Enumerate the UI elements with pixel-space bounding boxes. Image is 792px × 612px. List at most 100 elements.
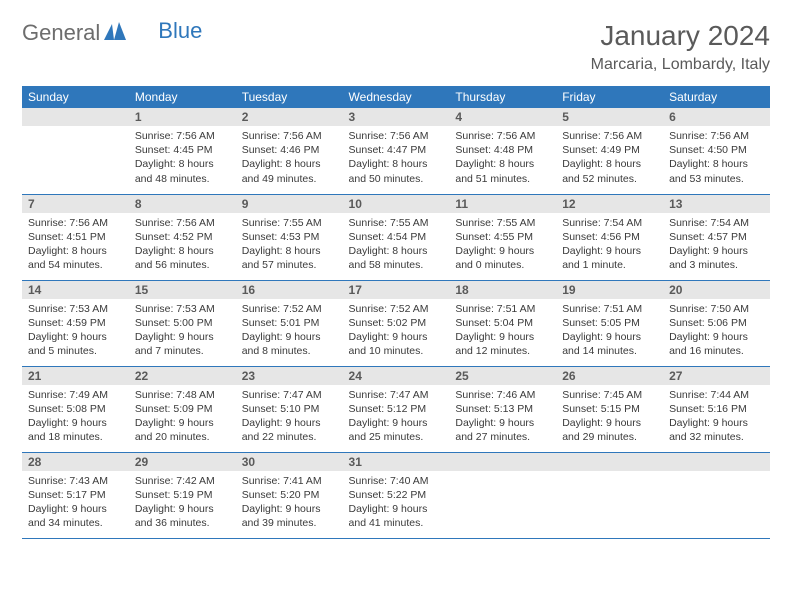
daylight-text: Daylight: 9 hours and 34 minutes. [28,502,123,530]
day-number: 10 [343,195,450,213]
daylight-text: Daylight: 8 hours and 54 minutes. [28,244,123,272]
sunrise-text: Sunrise: 7:43 AM [28,474,123,488]
sunset-text: Sunset: 5:17 PM [28,488,123,502]
daylight-text: Daylight: 9 hours and 1 minute. [562,244,657,272]
sunrise-text: Sunrise: 7:55 AM [242,216,337,230]
calendar-day-cell: 2Sunrise: 7:56 AMSunset: 4:46 PMDaylight… [236,108,343,194]
sunset-text: Sunset: 5:01 PM [242,316,337,330]
calendar-day-cell: 27Sunrise: 7:44 AMSunset: 5:16 PMDayligh… [663,366,770,452]
logo-triangle-icon [104,22,126,45]
sunrise-text: Sunrise: 7:46 AM [455,388,550,402]
sunset-text: Sunset: 4:51 PM [28,230,123,244]
sunset-text: Sunset: 5:02 PM [349,316,444,330]
day-number: 13 [663,195,770,213]
day-number: 1 [129,108,236,126]
sunset-text: Sunset: 5:16 PM [669,402,764,416]
sunrise-text: Sunrise: 7:48 AM [135,388,230,402]
sunrise-text: Sunrise: 7:53 AM [135,302,230,316]
calendar-day-cell: 11Sunrise: 7:55 AMSunset: 4:55 PMDayligh… [449,194,556,280]
calendar-week-row: 7Sunrise: 7:56 AMSunset: 4:51 PMDaylight… [22,194,770,280]
calendar-day-cell: 28Sunrise: 7:43 AMSunset: 5:17 PMDayligh… [22,452,129,538]
day-details: Sunrise: 7:48 AMSunset: 5:09 PMDaylight:… [129,385,236,448]
calendar-day-cell: 18Sunrise: 7:51 AMSunset: 5:04 PMDayligh… [449,280,556,366]
daylight-text: Daylight: 9 hours and 29 minutes. [562,416,657,444]
day-details: Sunrise: 7:49 AMSunset: 5:08 PMDaylight:… [22,385,129,448]
daylight-text: Daylight: 8 hours and 50 minutes. [349,157,444,185]
day-details: Sunrise: 7:55 AMSunset: 4:55 PMDaylight:… [449,213,556,276]
sunset-text: Sunset: 4:53 PM [242,230,337,244]
day-number: 31 [343,453,450,471]
day-details: Sunrise: 7:43 AMSunset: 5:17 PMDaylight:… [22,471,129,534]
sunset-text: Sunset: 4:50 PM [669,143,764,157]
day-number: 2 [236,108,343,126]
logo: General Blue [22,20,202,46]
day-number: 22 [129,367,236,385]
sunset-text: Sunset: 4:45 PM [135,143,230,157]
sunset-text: Sunset: 4:57 PM [669,230,764,244]
sunrise-text: Sunrise: 7:49 AM [28,388,123,402]
day-details: Sunrise: 7:44 AMSunset: 5:16 PMDaylight:… [663,385,770,448]
day-details: Sunrise: 7:56 AMSunset: 4:52 PMDaylight:… [129,213,236,276]
day-details: Sunrise: 7:53 AMSunset: 5:00 PMDaylight:… [129,299,236,362]
calendar-day-cell: 6Sunrise: 7:56 AMSunset: 4:50 PMDaylight… [663,108,770,194]
sunset-text: Sunset: 4:47 PM [349,143,444,157]
sunset-text: Sunset: 4:52 PM [135,230,230,244]
daylight-text: Daylight: 8 hours and 52 minutes. [562,157,657,185]
sunrise-text: Sunrise: 7:52 AM [349,302,444,316]
page-header: General Blue January 2024 Marcaria, Lomb… [22,20,770,74]
daylight-text: Daylight: 8 hours and 56 minutes. [135,244,230,272]
sunset-text: Sunset: 5:22 PM [349,488,444,502]
header-monday: Monday [129,86,236,108]
day-number: 5 [556,108,663,126]
sunrise-text: Sunrise: 7:40 AM [349,474,444,488]
sunset-text: Sunset: 5:09 PM [135,402,230,416]
daylight-text: Daylight: 8 hours and 51 minutes. [455,157,550,185]
daylight-text: Daylight: 9 hours and 25 minutes. [349,416,444,444]
calendar-day-cell: 23Sunrise: 7:47 AMSunset: 5:10 PMDayligh… [236,366,343,452]
sunset-text: Sunset: 5:06 PM [669,316,764,330]
day-number: 26 [556,367,663,385]
calendar-week-row: 28Sunrise: 7:43 AMSunset: 5:17 PMDayligh… [22,452,770,538]
calendar-day-cell: 16Sunrise: 7:52 AMSunset: 5:01 PMDayligh… [236,280,343,366]
day-number: 11 [449,195,556,213]
sunset-text: Sunset: 5:08 PM [28,402,123,416]
day-details: Sunrise: 7:51 AMSunset: 5:05 PMDaylight:… [556,299,663,362]
sunset-text: Sunset: 5:13 PM [455,402,550,416]
sunrise-text: Sunrise: 7:41 AM [242,474,337,488]
sunrise-text: Sunrise: 7:51 AM [455,302,550,316]
header-saturday: Saturday [663,86,770,108]
logo-text-general: General [22,20,100,46]
day-details: Sunrise: 7:41 AMSunset: 5:20 PMDaylight:… [236,471,343,534]
daylight-text: Daylight: 9 hours and 16 minutes. [669,330,764,358]
sunset-text: Sunset: 4:54 PM [349,230,444,244]
day-number: 25 [449,367,556,385]
sunrise-text: Sunrise: 7:54 AM [562,216,657,230]
day-details: Sunrise: 7:56 AMSunset: 4:45 PMDaylight:… [129,126,236,189]
calendar-week-row: 1Sunrise: 7:56 AMSunset: 4:45 PMDaylight… [22,108,770,194]
daylight-text: Daylight: 9 hours and 8 minutes. [242,330,337,358]
daylight-text: Daylight: 9 hours and 18 minutes. [28,416,123,444]
sunset-text: Sunset: 4:55 PM [455,230,550,244]
day-number: 4 [449,108,556,126]
day-details: Sunrise: 7:40 AMSunset: 5:22 PMDaylight:… [343,471,450,534]
day-number: 30 [236,453,343,471]
calendar-day-cell: 12Sunrise: 7:54 AMSunset: 4:56 PMDayligh… [556,194,663,280]
sunrise-text: Sunrise: 7:53 AM [28,302,123,316]
daylight-text: Daylight: 9 hours and 14 minutes. [562,330,657,358]
day-details: Sunrise: 7:56 AMSunset: 4:49 PMDaylight:… [556,126,663,189]
calendar-day-cell: 20Sunrise: 7:50 AMSunset: 5:06 PMDayligh… [663,280,770,366]
calendar-day-cell: 14Sunrise: 7:53 AMSunset: 4:59 PMDayligh… [22,280,129,366]
calendar-day-cell: 3Sunrise: 7:56 AMSunset: 4:47 PMDaylight… [343,108,450,194]
daylight-text: Daylight: 9 hours and 12 minutes. [455,330,550,358]
day-number: 9 [236,195,343,213]
calendar-day-cell [22,108,129,194]
day-details: Sunrise: 7:47 AMSunset: 5:10 PMDaylight:… [236,385,343,448]
calendar-day-cell: 29Sunrise: 7:42 AMSunset: 5:19 PMDayligh… [129,452,236,538]
day-details: Sunrise: 7:56 AMSunset: 4:46 PMDaylight:… [236,126,343,189]
day-number: 17 [343,281,450,299]
calendar-day-cell: 24Sunrise: 7:47 AMSunset: 5:12 PMDayligh… [343,366,450,452]
day-number: 16 [236,281,343,299]
sunrise-text: Sunrise: 7:42 AM [135,474,230,488]
sunrise-text: Sunrise: 7:56 AM [135,216,230,230]
calendar-day-cell: 5Sunrise: 7:56 AMSunset: 4:49 PMDaylight… [556,108,663,194]
